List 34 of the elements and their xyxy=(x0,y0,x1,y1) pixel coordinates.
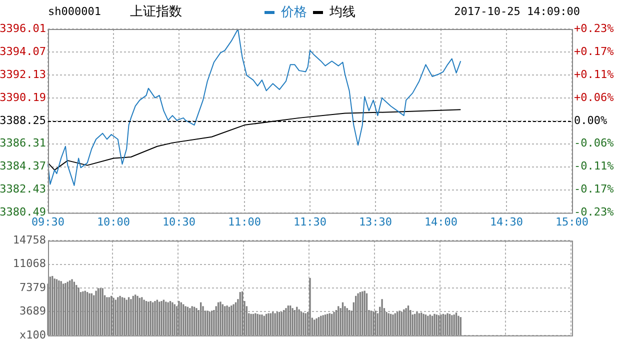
y2-tick-label: +0.06% xyxy=(574,90,614,104)
x-tick-label: 10:00 xyxy=(96,215,130,228)
y-tick-label: 3396.01 xyxy=(0,22,46,35)
chart-title: 上证指数 xyxy=(130,4,182,20)
y-tick-label: 3689 xyxy=(20,304,46,318)
legend-label: 均线 xyxy=(328,4,356,20)
y-tick-label: 3384.37 xyxy=(0,160,46,173)
legend-label: 价格 xyxy=(280,4,307,20)
x-tick-label: 11:00 xyxy=(228,215,262,228)
x-tick-label: 13:30 xyxy=(358,215,392,228)
y-tick-label: 3386.31 xyxy=(0,136,46,150)
y2-tick-label: +0.23% xyxy=(574,22,614,35)
x-tick-label: 11:30 xyxy=(293,215,327,228)
y-tick-label: 14758 xyxy=(12,233,46,246)
y2-tick-label: 0.00% xyxy=(574,114,608,127)
y-tick-label: 3388.25 xyxy=(0,114,46,127)
y2-tick-label: -0.17% xyxy=(574,182,614,196)
y-tick-label: x100 xyxy=(20,328,46,342)
text: 2017-10-25 14:09:00 xyxy=(454,4,580,18)
y-tick-label: 7379 xyxy=(20,280,46,294)
y2-tick-label: -0.11% xyxy=(574,160,614,173)
y-tick-label: 3392.13 xyxy=(0,68,46,81)
y2-tick-label: +0.11% xyxy=(574,68,614,81)
y-tick-label: 11068 xyxy=(12,257,46,270)
x-tick-label: 09:30 xyxy=(31,215,65,228)
text: sh000001 xyxy=(48,4,101,18)
y2-tick-label: -0.06% xyxy=(574,136,614,150)
y-tick-label: 3394.07 xyxy=(0,44,46,58)
y-tick-label: 3382.43 xyxy=(0,182,46,196)
y2-tick-label: +0.17% xyxy=(574,44,614,58)
y-tick-label: 3390.19 xyxy=(0,90,46,104)
x-tick-label: 10:30 xyxy=(162,215,196,228)
x-tick-label: 14:00 xyxy=(424,215,458,228)
x-tick-label: 14:30 xyxy=(490,215,524,228)
